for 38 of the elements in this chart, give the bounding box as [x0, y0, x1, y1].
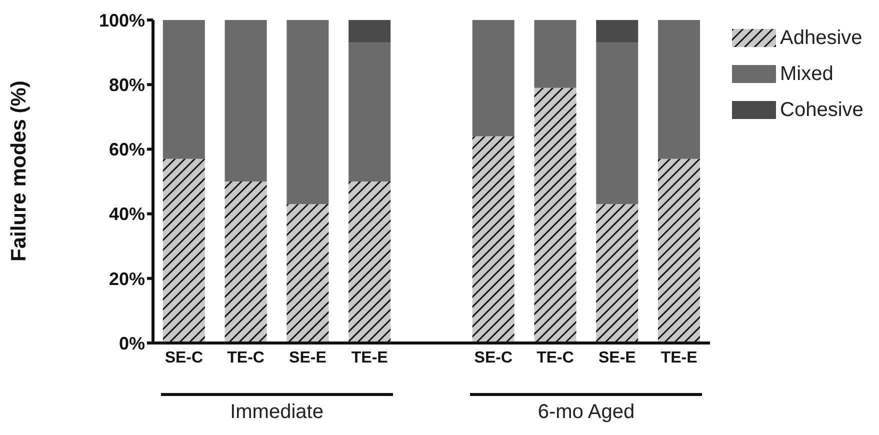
y-axis-title: Failure modes (%) — [7, 80, 30, 262]
text: 6-mo Aged — [536, 401, 636, 424]
bar — [348, 42, 391, 182]
x-tick-label: SE-E — [289, 349, 327, 366]
y-tick-label: 0% — [118, 333, 145, 354]
x-tick-label: TE-C — [227, 349, 265, 366]
bar — [596, 20, 638, 43]
bar — [658, 20, 700, 159]
bar — [286, 204, 329, 343]
bar — [596, 204, 638, 343]
x-tick-label: TE-C — [536, 349, 574, 366]
x-tick-label: SE-E — [598, 349, 636, 366]
bar — [472, 20, 514, 136]
bar — [162, 20, 205, 159]
y-tick-label: 20% — [108, 268, 145, 289]
bar — [472, 136, 514, 343]
bar — [162, 158, 205, 343]
bar — [224, 182, 267, 343]
bar — [534, 20, 576, 88]
x-tick-label: SE-C — [474, 349, 513, 366]
bar — [286, 20, 329, 204]
bar — [348, 182, 391, 343]
legend-label: Adhesive — [780, 26, 862, 50]
x-tick-label: TE-E — [660, 349, 698, 366]
y-tick-label: 100% — [98, 10, 145, 30]
text: Immediate — [229, 401, 324, 424]
y-tick-label: 80% — [108, 74, 145, 95]
bar — [224, 20, 267, 182]
x-tick-label: TE-E — [351, 349, 388, 366]
bar — [534, 88, 576, 343]
bar — [596, 42, 638, 204]
bar — [348, 20, 391, 43]
bar — [658, 158, 700, 343]
x-tick-label: SE-C — [164, 349, 204, 366]
legend-label: Mixed — [780, 62, 834, 86]
y-tick-label: 40% — [108, 204, 145, 224]
legend-label: Cohesive — [780, 98, 864, 122]
y-tick-label: 60% — [108, 140, 145, 160]
